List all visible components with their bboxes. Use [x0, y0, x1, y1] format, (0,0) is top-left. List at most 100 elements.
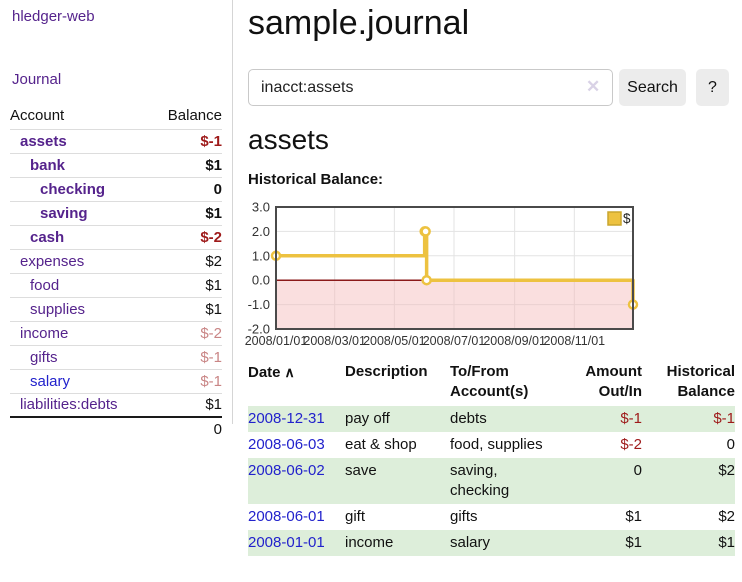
transaction-balance-cell: $2: [718, 508, 735, 525]
transaction-description-cell: pay off: [345, 410, 390, 427]
account-row: salary $-1: [10, 369, 222, 393]
transaction-description-cell: eat & shop: [345, 436, 417, 453]
account-cell: supplies: [10, 297, 151, 321]
accounts-table: Account Balance assets $-1 bank $1 checking 0…: [10, 103, 222, 441]
search-form: ✕ Search ?: [248, 69, 742, 106]
negative-region: [276, 280, 633, 329]
clear-search-icon[interactable]: ✕: [586, 77, 601, 96]
search-input[interactable]: [248, 69, 613, 106]
account-link[interactable]: supplies: [30, 300, 86, 318]
main-content: sample.journal ✕ Search ? assets Histori…: [245, 0, 742, 582]
plot-border: [275, 206, 634, 330]
account-column-header: Account: [10, 107, 65, 125]
account-link[interactable]: expenses: [20, 252, 85, 270]
account-link[interactable]: gifts: [30, 348, 58, 366]
y-tick-label: 3.0: [252, 202, 270, 215]
account-balance: $-1: [200, 372, 222, 390]
accounts-table-header: Account Balance: [10, 103, 222, 129]
transaction-accounts-cell: salary: [450, 534, 491, 551]
balance-column-header-main: Historical Balance: [666, 363, 735, 400]
transaction-amount-cell: $-2: [620, 436, 642, 453]
help-button[interactable]: ?: [696, 69, 729, 106]
account-page-title: assets: [248, 124, 329, 155]
register-row: 2008-06-03 eat & shop food, supplies $-2 0: [248, 432, 735, 458]
account-balance: $-2: [200, 228, 222, 246]
account-link[interactable]: checking: [40, 180, 106, 198]
transaction-balance-cell: $-1: [713, 410, 735, 427]
accounts-total-value: 0: [213, 421, 222, 438]
account-link[interactable]: food: [30, 276, 60, 294]
transaction-date-link[interactable]: 2008-12-31: [248, 410, 325, 427]
register-header-row: Date ∧ Description To/From Account(s) Amo…: [248, 358, 735, 406]
register-row: 2008-12-31 pay off debts $-1 $-1: [248, 406, 735, 432]
account-row: cash $-2: [10, 225, 222, 249]
account-link[interactable]: saving: [40, 204, 88, 222]
account-cell: gifts: [10, 345, 151, 369]
transaction-amount-cell: 0: [633, 462, 642, 479]
transaction-date-link[interactable]: 2008-01-01: [248, 534, 325, 551]
account-balance: $1: [205, 300, 222, 318]
register-row: 2008-06-01 gift gifts $1 $2: [248, 504, 735, 530]
sidebar-item-journal[interactable]: Journal: [12, 71, 62, 88]
y-tick-label: 2.0: [252, 224, 270, 239]
account-cell: checking: [10, 177, 151, 201]
amount-column-header: Amount Out/In: [585, 363, 642, 400]
transaction-amount-cell: $1: [625, 534, 642, 551]
transaction-date-link[interactable]: 2008-06-02: [248, 462, 325, 479]
accounts-total-row: 0: [10, 417, 222, 441]
transaction-description-cell: income: [345, 534, 394, 551]
transaction-balance-cell: $2: [718, 462, 735, 479]
account-link[interactable]: salary: [30, 372, 71, 390]
date-column-header[interactable]: Date ∧: [248, 358, 345, 406]
register-row: 2008-06-02 save saving, checking 0 $2: [248, 458, 735, 504]
transaction-description-cell: save: [345, 462, 377, 479]
data-point-marker: [421, 274, 432, 286]
account-cell: saving: [10, 201, 151, 225]
transaction-accounts-cell: gifts: [450, 508, 478, 525]
account-row: saving $1: [10, 201, 222, 225]
account-link[interactable]: assets: [20, 132, 67, 150]
y-tick-label: 1.0: [252, 248, 270, 263]
account-row: gifts $-1: [10, 345, 222, 369]
register-row: 2008-01-01 income salary $1 $1: [248, 530, 735, 556]
account-cell: salary: [10, 369, 151, 393]
app-title-link[interactable]: hledger-web: [12, 8, 95, 25]
transaction-date-cell: 2008-12-31: [248, 406, 345, 432]
account-link[interactable]: bank: [30, 156, 66, 174]
transaction-date-cell: 2008-01-01: [248, 530, 345, 556]
account-cell: cash: [10, 225, 151, 249]
transaction-date-cell: 2008-06-03: [248, 432, 345, 458]
x-tick-label: 2008/07/01: [423, 334, 486, 348]
account-balance: $1: [205, 156, 222, 174]
description-column-header: Description: [345, 363, 428, 380]
y-tick-label: 0.0: [252, 273, 270, 288]
legend-swatch: [607, 211, 622, 226]
transaction-date-link[interactable]: 2008-06-03: [248, 436, 325, 453]
transaction-date-cell: 2008-06-02: [248, 458, 345, 504]
page-title: sample.journal: [248, 4, 470, 42]
account-row: food $1: [10, 273, 222, 297]
transaction-balance-cell: $1: [718, 534, 735, 551]
x-tick-label: 2008/09/01: [483, 334, 546, 348]
account-cell: income: [10, 321, 151, 345]
account-balance: 0: [213, 180, 222, 198]
account-row: income $-2: [10, 321, 222, 345]
account-balance: $-2: [200, 324, 222, 342]
account-cell: assets: [10, 129, 151, 153]
account-balance: $1: [205, 276, 222, 294]
account-link[interactable]: liabilities:debts: [20, 396, 118, 414]
account-balance: $-1: [200, 348, 222, 366]
transaction-amount-cell: $1: [625, 508, 642, 525]
account-link[interactable]: income: [20, 324, 69, 342]
sidebar: hledger-web Journal Account Balance asse…: [0, 0, 233, 438]
chart-label: Historical Balance:: [248, 171, 384, 188]
x-tick-label: 2008/03/01: [303, 334, 366, 348]
transaction-date-link[interactable]: 2008-06-01: [248, 508, 325, 525]
account-link[interactable]: cash: [30, 228, 65, 246]
register-table-body: 2008-12-31 pay off debts $-1 $-1 2008-06-03 ea…: [248, 406, 735, 556]
date-header-label: Date: [248, 364, 281, 381]
x-tick-label: 2008/11/01: [543, 334, 605, 348]
account-row: bank $1: [10, 153, 222, 177]
chart-svg: $3.0 2.0 1.0 0.0 -1.0 -2.02008/01/012008/03/0…: [245, 200, 639, 348]
search-button[interactable]: Search: [619, 69, 686, 106]
